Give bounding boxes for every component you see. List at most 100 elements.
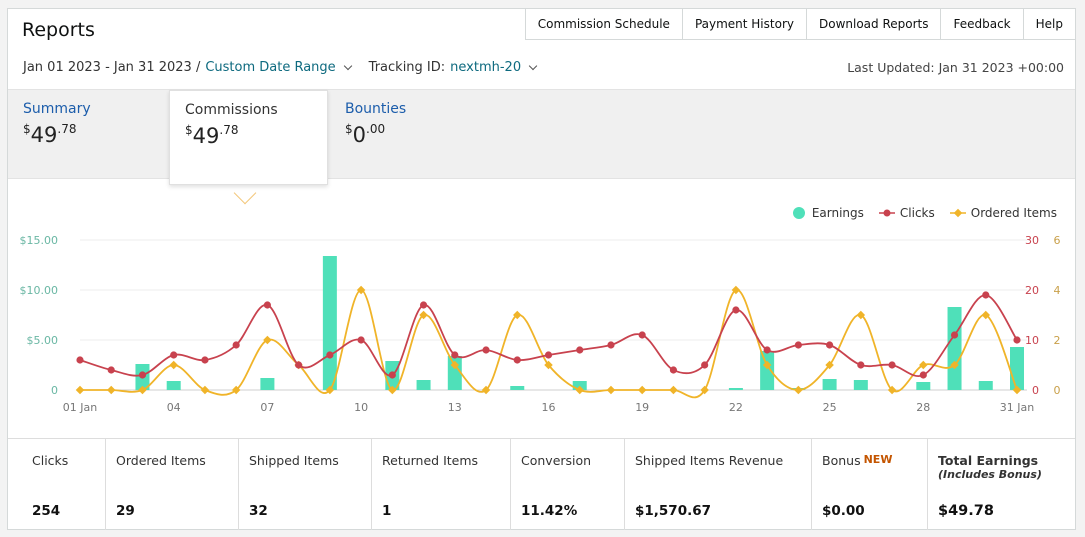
ordered-items-point bbox=[700, 385, 709, 395]
ordered-items-point bbox=[1012, 385, 1022, 395]
ordered-items-point bbox=[325, 385, 335, 395]
legend-earnings-marker bbox=[792, 207, 805, 219]
x-tick-label: 31 Jan bbox=[1000, 401, 1034, 414]
y-items-tick-label: 4 bbox=[1054, 284, 1061, 297]
feedback-button[interactable]: Feedback bbox=[941, 8, 1024, 40]
clicks-point bbox=[826, 341, 834, 349]
earnings-bar bbox=[416, 380, 431, 390]
clicks-point bbox=[451, 351, 459, 359]
tab-commissions[interactable]: Commissions $49.78 bbox=[169, 90, 328, 185]
x-tick-label: 28 bbox=[916, 401, 930, 414]
x-tick-label: 16 bbox=[542, 401, 556, 414]
combo-chart: $15.00 30 6$10.00 20 4$5.00 10 20 0 001 Jan 04 07 1… bbox=[20, 234, 1061, 414]
y-left-tick-label: $10.00 bbox=[20, 284, 59, 297]
payment-history-button[interactable]: Payment History bbox=[682, 8, 807, 40]
clicks-point bbox=[732, 306, 740, 314]
tabs-bar: Summary $49.78 Commissions $49.78 Bounti… bbox=[8, 89, 1075, 185]
clicks-point bbox=[326, 351, 334, 359]
y-clicks-tick-label: 0 bbox=[1032, 384, 1039, 397]
stat-conversion: Conversion 11.42% bbox=[511, 439, 625, 530]
clicks-point bbox=[669, 366, 678, 374]
clicks-point bbox=[888, 361, 896, 369]
x-tick-label: 10 bbox=[354, 401, 368, 414]
clicks-point bbox=[576, 346, 584, 354]
tab-value: $0.00 bbox=[345, 122, 386, 147]
clicks-point bbox=[107, 366, 115, 374]
ordered-items-point bbox=[919, 360, 928, 370]
earnings-bar bbox=[572, 381, 587, 390]
stat-bonus: Bonus NEW $0.00 bbox=[812, 439, 928, 530]
y-items-tick-label: 6 bbox=[1054, 234, 1061, 247]
date-range-text: Jan 01 2023 - Jan 31 2023 / bbox=[23, 60, 201, 75]
x-tick-label: 04 bbox=[167, 401, 181, 414]
clicks-point bbox=[357, 336, 365, 344]
x-tick-label: 19 bbox=[635, 401, 649, 414]
clicks-point bbox=[263, 301, 271, 309]
ordered-items-point bbox=[794, 385, 803, 395]
tab-value: $49.78 bbox=[23, 122, 77, 147]
ordered-items-point bbox=[637, 385, 647, 395]
ordered-items-point bbox=[544, 360, 553, 370]
ordered-items-point bbox=[169, 360, 178, 370]
y-left-tick-label: $15.00 bbox=[20, 234, 59, 247]
clicks-point bbox=[638, 331, 646, 339]
x-tick-label: 13 bbox=[448, 401, 462, 414]
earnings-bar bbox=[1010, 347, 1024, 390]
ordered-items-point bbox=[419, 310, 428, 320]
clicks-point bbox=[794, 341, 802, 349]
ordered-items-point bbox=[513, 310, 522, 320]
stat-shipped-revenue: Shipped Items Revenue $1,570.67 bbox=[625, 439, 812, 530]
custom-date-range-dropdown[interactable]: Custom Date Range bbox=[205, 60, 336, 75]
ordered-items-point bbox=[200, 385, 210, 395]
ordered-items-line bbox=[79, 289, 1018, 399]
ordered-items-point bbox=[106, 385, 116, 395]
ordered-items-point bbox=[388, 385, 397, 395]
tracking-id-dropdown[interactable]: nextmh-20 bbox=[450, 60, 522, 75]
help-button[interactable]: Help bbox=[1023, 8, 1076, 40]
ordered-items-point bbox=[450, 360, 460, 370]
clicks-point bbox=[295, 361, 303, 369]
x-tick-label: 07 bbox=[260, 401, 274, 414]
chart-legend: Earnings Clicks Ordered Items bbox=[777, 206, 1057, 220]
stats-row: Clicks 254 Ordered Items 29 Shipped Items 3… bbox=[8, 438, 1075, 530]
y-clicks-tick-label: 10 bbox=[1025, 334, 1039, 347]
commission-schedule-button[interactable]: Commission Schedule bbox=[524, 8, 683, 40]
tab-bounties[interactable]: Bounties $0.00 bbox=[330, 90, 490, 180]
last-updated: Last Updated: Jan 31 2023 +00:00 bbox=[847, 60, 1064, 75]
earnings-bar bbox=[760, 351, 775, 390]
clicks-point bbox=[232, 341, 240, 349]
ordered-items-point bbox=[263, 335, 272, 345]
ordered-items-point bbox=[75, 385, 85, 395]
earnings-bar bbox=[322, 256, 337, 390]
earnings-bar bbox=[166, 381, 181, 390]
tab-label: Bounties bbox=[345, 101, 407, 117]
clicks-point bbox=[138, 371, 147, 379]
earnings-bar bbox=[947, 307, 962, 390]
x-tick-label: 22 bbox=[729, 401, 743, 414]
stat-returned-items: Returned Items 1 bbox=[372, 439, 511, 530]
clicks-point bbox=[763, 346, 771, 354]
stat-shipped-items: Shipped Items 32 bbox=[239, 439, 372, 530]
legend-clicks[interactable]: Clicks bbox=[878, 206, 935, 220]
tab-summary[interactable]: Summary $49.78 bbox=[8, 90, 168, 180]
ordered-items-point bbox=[731, 285, 741, 295]
y-items-tick-label: 0 bbox=[1054, 384, 1061, 397]
y-clicks-tick-label: 30 bbox=[1025, 234, 1039, 247]
clicks-point bbox=[857, 361, 865, 369]
earnings-bar bbox=[728, 388, 743, 390]
chevron-down-icon[interactable] bbox=[528, 61, 538, 71]
chart-area: Earnings Clicks Ordered Items $15.00 30 6 $… bbox=[8, 180, 1075, 438]
legend-earnings[interactable]: Earnings bbox=[792, 206, 864, 220]
new-badge: NEW bbox=[863, 453, 893, 466]
legend-ordered-marker bbox=[949, 208, 966, 218]
ordered-items-point bbox=[762, 360, 772, 370]
download-reports-button[interactable]: Download Reports bbox=[806, 8, 942, 40]
chevron-down-icon[interactable] bbox=[343, 61, 352, 71]
ordered-items-point bbox=[825, 360, 834, 370]
legend-ordered-items[interactable]: Ordered Items bbox=[949, 206, 1057, 220]
top-nav: Commission Schedule Payment History Down… bbox=[524, 8, 1076, 40]
ordered-items-point bbox=[481, 385, 491, 395]
clicks-point bbox=[544, 351, 553, 359]
stat-ordered-items: Ordered Items 29 bbox=[106, 439, 239, 530]
stat-clicks: Clicks 254 bbox=[8, 439, 106, 530]
